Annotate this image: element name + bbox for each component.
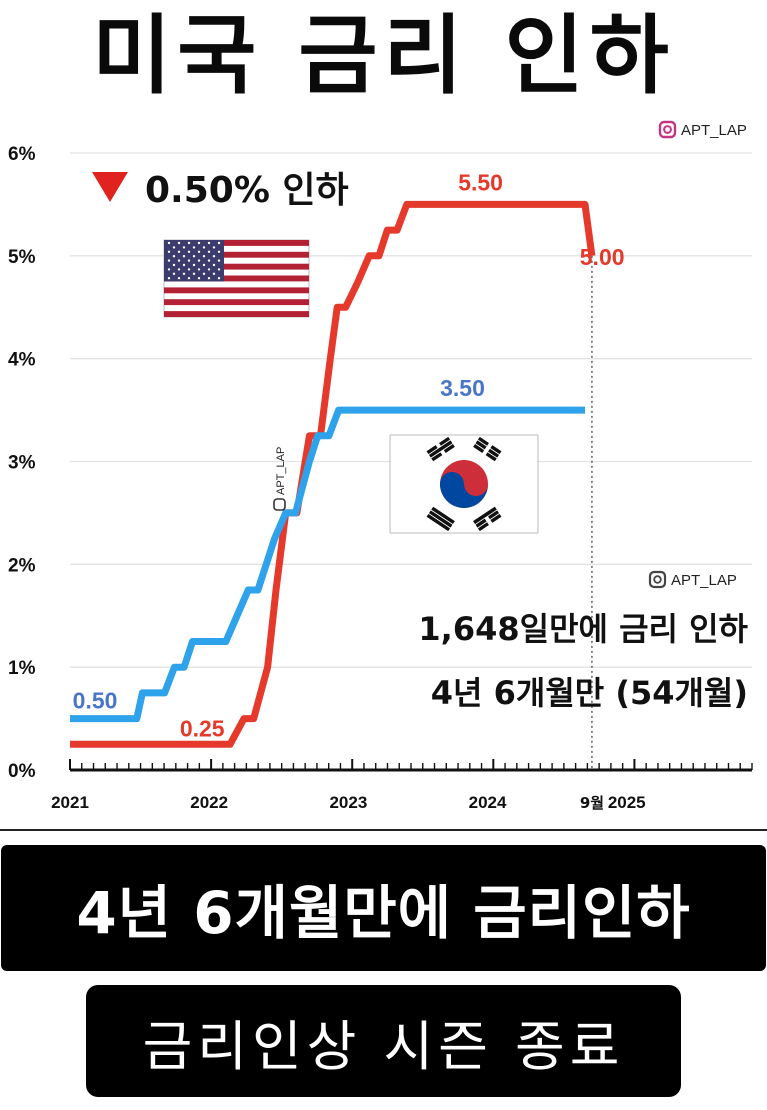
korea-flag-icon: [389, 434, 539, 534]
us-flag-icon: [163, 239, 310, 318]
month-label: 9월: [580, 794, 604, 812]
value-labels: 5.50 5.00 0.25 3.50 0.50: [73, 169, 625, 741]
y-tick-label: 5%: [8, 247, 36, 268]
value-label: 0.50: [73, 688, 118, 714]
y-tick-label: 4%: [8, 350, 36, 371]
kr-rate-line: [70, 406, 585, 723]
y-tick-label: 2%: [8, 555, 36, 576]
instagram-watermark-top: APT_LAP: [658, 120, 747, 139]
value-label: 0.25: [180, 715, 225, 741]
value-label: 5.00: [580, 244, 625, 270]
headline-banner: 4년 6개월만에 금리인하: [1, 845, 766, 971]
subheadline-banner: 금리인상 시즌 종료: [86, 985, 681, 1097]
us-rate-line: [70, 200, 596, 748]
instagram-watermark-rotated: APT_LAP: [273, 447, 287, 511]
divider: [0, 829, 767, 831]
instagram-watermark-mid: APT_LAP: [648, 570, 737, 589]
x-tick-label: 2024: [469, 793, 507, 812]
instagram-icon: [648, 570, 667, 589]
svg-text:APT_LAP: APT_LAP: [275, 447, 287, 495]
svg-text:APT_LAP: APT_LAP: [681, 122, 747, 139]
x-tick-label: 2023: [329, 793, 367, 812]
series-lines: [70, 200, 596, 748]
value-label: 5.50: [458, 169, 503, 195]
cut-annotation: 0.50% 인하: [145, 170, 349, 211]
x-tick-label: 2022: [190, 793, 228, 812]
svg-text:APT_LAP: APT_LAP: [671, 572, 737, 589]
y-tick-label: 1%: [8, 658, 36, 679]
page-title: 미국 금리 인하: [92, 6, 675, 106]
y-tick-label: 6%: [8, 144, 36, 165]
down-triangle-icon: [92, 172, 128, 202]
note-days: 1,648일만에 금리 인하: [418, 610, 748, 648]
y-axis-labels: 0% 1% 2% 3% 4% 5% 6%: [8, 144, 36, 782]
y-tick-label: 3%: [8, 453, 36, 474]
x-tick-label: 2025: [608, 793, 646, 812]
y-tick-label: 0%: [8, 761, 36, 782]
instagram-icon: [658, 120, 677, 139]
value-label: 3.50: [440, 375, 485, 401]
x-tick-label: 2021: [51, 793, 89, 812]
note-months: 4년 6개월만 (54개월): [431, 674, 748, 712]
